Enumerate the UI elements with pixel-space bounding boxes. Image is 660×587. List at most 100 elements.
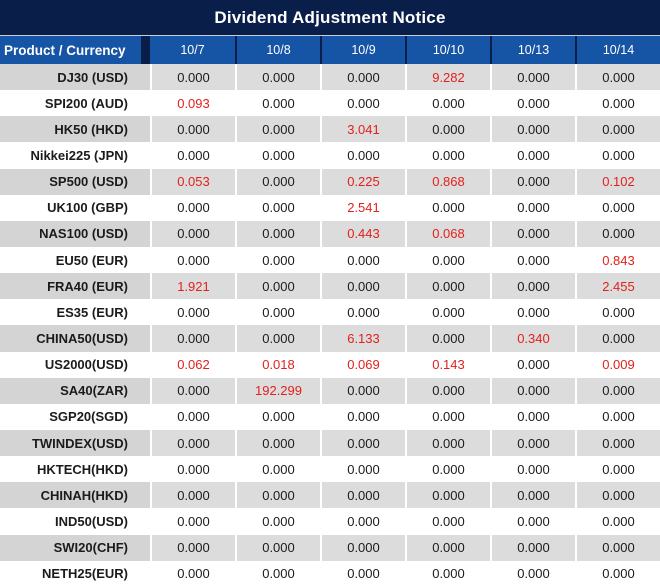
product-label: HKTECH(HKD) [0,456,150,483]
product-label: IND50(USD) [0,508,150,535]
value-cell: 0.000 [235,194,320,221]
product-label: TWINDEX(USD) [0,429,150,457]
table-row: SPI200 (AUD) 0.093 0.000 0.000 0.000 0.000 0.0… [0,90,660,117]
value-cell: 0.000 [405,142,490,169]
value-cell: 0.000 [405,299,490,326]
value-cell: 0.000 [405,194,490,221]
product-label: SWI20(CHF) [0,534,150,561]
value-cell: 0.000 [405,534,490,561]
value-cell: 0.018 [235,351,320,378]
product-label: CHINA50(USD) [0,325,150,352]
value-cell: 0.000 [150,194,235,221]
value-cell: 0.000 [490,429,575,457]
value-cell: 0.000 [490,90,575,117]
value-cell: 0.000 [490,508,575,535]
value-cell: 6.133 [320,325,405,352]
product-label: US2000(USD) [0,351,150,378]
value-cell: 0.000 [575,482,660,509]
value-cell: 0.062 [150,351,235,378]
value-cell: 0.000 [575,90,660,117]
value-cell: 3.041 [320,116,405,143]
product-label: ES35 (EUR) [0,299,150,326]
value-cell: 0.000 [575,560,660,587]
value-cell: 0.143 [405,351,490,378]
product-label: CHINAH(HKD) [0,482,150,509]
value-cell: 0.000 [575,116,660,143]
value-cell: 0.000 [405,246,490,274]
value-cell: 0.000 [405,325,490,352]
table-row: SWI20(CHF) 0.000 0.000 0.000 0.000 0.000 0.000 [0,534,660,561]
product-label: NETH25(EUR) [0,560,150,587]
value-cell: 0.000 [320,273,405,300]
value-cell: 0.000 [405,116,490,143]
value-cell: 0.000 [490,168,575,195]
value-cell: 0.000 [235,220,320,247]
value-cell: 0.000 [575,325,660,352]
product-label: FRA40 (EUR) [0,273,150,300]
value-cell: 0.000 [235,403,320,430]
value-cell: 0.000 [405,403,490,430]
product-label: Nikkei225 (JPN) [0,142,150,169]
value-cell: 0.000 [150,508,235,535]
value-cell: 0.000 [150,299,235,326]
value-cell: 0.000 [320,534,405,561]
product-label: SP500 (USD) [0,168,150,195]
value-cell: 0.000 [575,220,660,247]
product-label: SA40(ZAR) [0,377,150,404]
table-row: SGP20(SGD) 0.000 0.000 0.000 0.000 0.000 0.000 [0,403,660,430]
value-cell: 0.000 [235,325,320,352]
product-label: UK100 (GBP) [0,194,150,221]
value-cell: 0.000 [575,64,660,91]
value-cell: 0.000 [320,299,405,326]
value-cell: 0.868 [405,168,490,195]
value-cell: 0.000 [150,64,235,91]
value-cell: 0.000 [490,482,575,509]
value-cell: 0.000 [150,377,235,404]
value-cell: 0.000 [490,220,575,247]
value-cell: 0.000 [235,273,320,300]
value-cell: 2.455 [575,273,660,300]
value-cell: 0.000 [490,456,575,483]
value-cell: 0.000 [150,116,235,143]
column-header-10-14: 10/14 [575,36,660,64]
value-cell: 0.000 [150,560,235,587]
value-cell: 9.282 [405,64,490,91]
value-cell: 0.000 [150,456,235,483]
value-cell: 0.000 [150,220,235,247]
table-row: HKTECH(HKD) 0.000 0.000 0.000 0.000 0.000 0.00… [0,456,660,483]
value-cell: 0.000 [320,560,405,587]
value-cell: 0.000 [235,64,320,91]
value-cell: 0.000 [490,534,575,561]
value-cell: 0.000 [575,403,660,430]
value-cell: 0.000 [405,429,490,457]
value-cell: 0.443 [320,220,405,247]
value-cell: 0.053 [150,168,235,195]
value-cell: 0.000 [235,534,320,561]
value-cell: 0.000 [490,351,575,378]
value-cell: 0.000 [575,194,660,221]
value-cell: 192.299 [235,377,320,404]
value-cell: 0.000 [490,246,575,274]
value-cell: 0.000 [320,377,405,404]
value-cell: 0.000 [405,377,490,404]
value-cell: 0.000 [320,456,405,483]
column-header-10-8: 10/8 [235,36,320,64]
table-body: DJ30 (USD) 0.000 0.000 0.000 9.282 0.000 0.000… [0,64,660,587]
value-cell: 0.225 [320,168,405,195]
value-cell: 0.000 [490,142,575,169]
value-cell: 0.000 [490,403,575,430]
value-cell: 0.340 [490,325,575,352]
value-cell: 0.000 [320,508,405,535]
value-cell: 0.000 [575,142,660,169]
title-bar: Dividend Adjustment Notice [0,0,660,36]
value-cell: 0.000 [405,508,490,535]
product-label: SGP20(SGD) [0,403,150,430]
table-row: FRA40 (EUR) 1.921 0.000 0.000 0.000 0.000 2.45… [0,273,660,300]
value-cell: 0.000 [320,482,405,509]
value-cell: 0.093 [150,90,235,117]
value-cell: 0.000 [150,534,235,561]
value-cell: 0.000 [490,273,575,300]
value-cell: 0.102 [575,168,660,195]
value-cell: 0.000 [490,560,575,587]
table-row: SA40(ZAR) 0.000 192.299 0.000 0.000 0.000 0.00… [0,377,660,404]
